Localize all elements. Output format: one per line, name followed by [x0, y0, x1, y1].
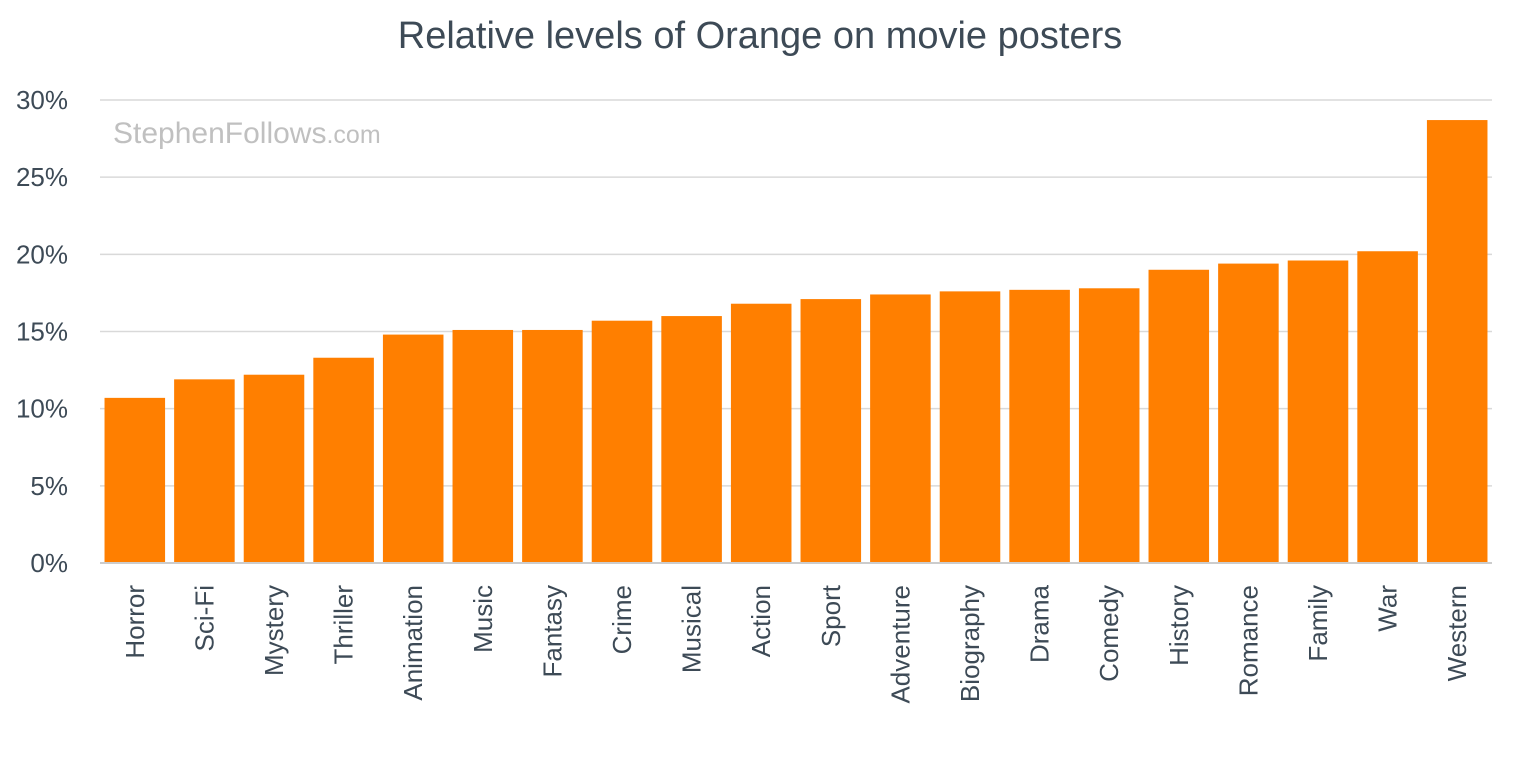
bar-fantasy: [522, 329, 583, 563]
y-tick-label: 25%: [16, 162, 68, 192]
x-category-label: Music: [468, 585, 498, 653]
bar-horror: [104, 397, 166, 563]
bar-crime: [591, 320, 653, 563]
x-category-label: Animation: [398, 585, 428, 701]
x-axis-category-labels: Horror Sci-Fi Mystery Thriller Animation Musi…: [120, 584, 1472, 703]
bar-mystery: [243, 374, 305, 563]
y-axis-tick-labels: 0% 5% 10% 15% 20% 25% 30%: [16, 85, 68, 578]
x-category-label: Drama: [1025, 584, 1055, 663]
x-category-label: Crime: [607, 585, 637, 654]
x-category-label: Action: [746, 585, 776, 657]
y-tick-label: 15%: [16, 317, 68, 347]
gridlines: [100, 99, 1492, 487]
y-tick-label: 30%: [16, 85, 68, 115]
x-category-label: Family: [1303, 585, 1333, 662]
x-category-label: Western: [1442, 585, 1472, 681]
bar-comedy: [1078, 288, 1140, 563]
x-category-label: Biography: [955, 585, 985, 702]
watermark-suffix: .com: [326, 121, 380, 149]
bar-history: [1148, 269, 1210, 563]
watermark-main: StephenFollows: [113, 117, 326, 150]
x-category-label: History: [1164, 585, 1194, 666]
bar-family: [1287, 260, 1349, 563]
bar-sci-fi: [174, 379, 235, 563]
x-category-label: Adventure: [885, 585, 915, 704]
y-tick-label: 5%: [30, 471, 68, 501]
x-category-label: Fantasy: [537, 585, 567, 678]
bar-war: [1357, 251, 1418, 563]
bar-romance: [1218, 263, 1279, 563]
x-category-label: Sci-Fi: [189, 585, 219, 651]
chart-title: Relative levels of Orange on movie poste…: [398, 15, 1122, 57]
x-category-label: Mystery: [259, 585, 289, 676]
x-category-label: Romance: [1233, 585, 1263, 696]
bar-music: [452, 329, 514, 563]
bar-western: [1426, 120, 1488, 564]
bar-animation: [382, 334, 444, 563]
y-tick-label: 0%: [30, 548, 68, 578]
x-category-label: Horror: [120, 585, 150, 659]
bar-thriller: [313, 357, 374, 563]
bar-action: [730, 303, 792, 563]
x-category-label: Thriller: [329, 585, 359, 665]
x-category-label: Comedy: [1094, 585, 1124, 682]
y-tick-label: 10%: [16, 394, 68, 424]
bar-sport: [800, 299, 862, 563]
x-category-label: Musical: [677, 585, 707, 673]
x-category-label: Sport: [816, 584, 846, 647]
bars: [104, 120, 1488, 564]
bar-drama: [1009, 289, 1070, 563]
watermark: StephenFollows.com: [113, 117, 381, 150]
bar-biography: [939, 291, 1001, 563]
bar-musical: [661, 316, 722, 563]
y-tick-label: 20%: [16, 239, 68, 269]
bar-adventure: [870, 294, 931, 563]
x-category-label: War: [1373, 585, 1403, 632]
